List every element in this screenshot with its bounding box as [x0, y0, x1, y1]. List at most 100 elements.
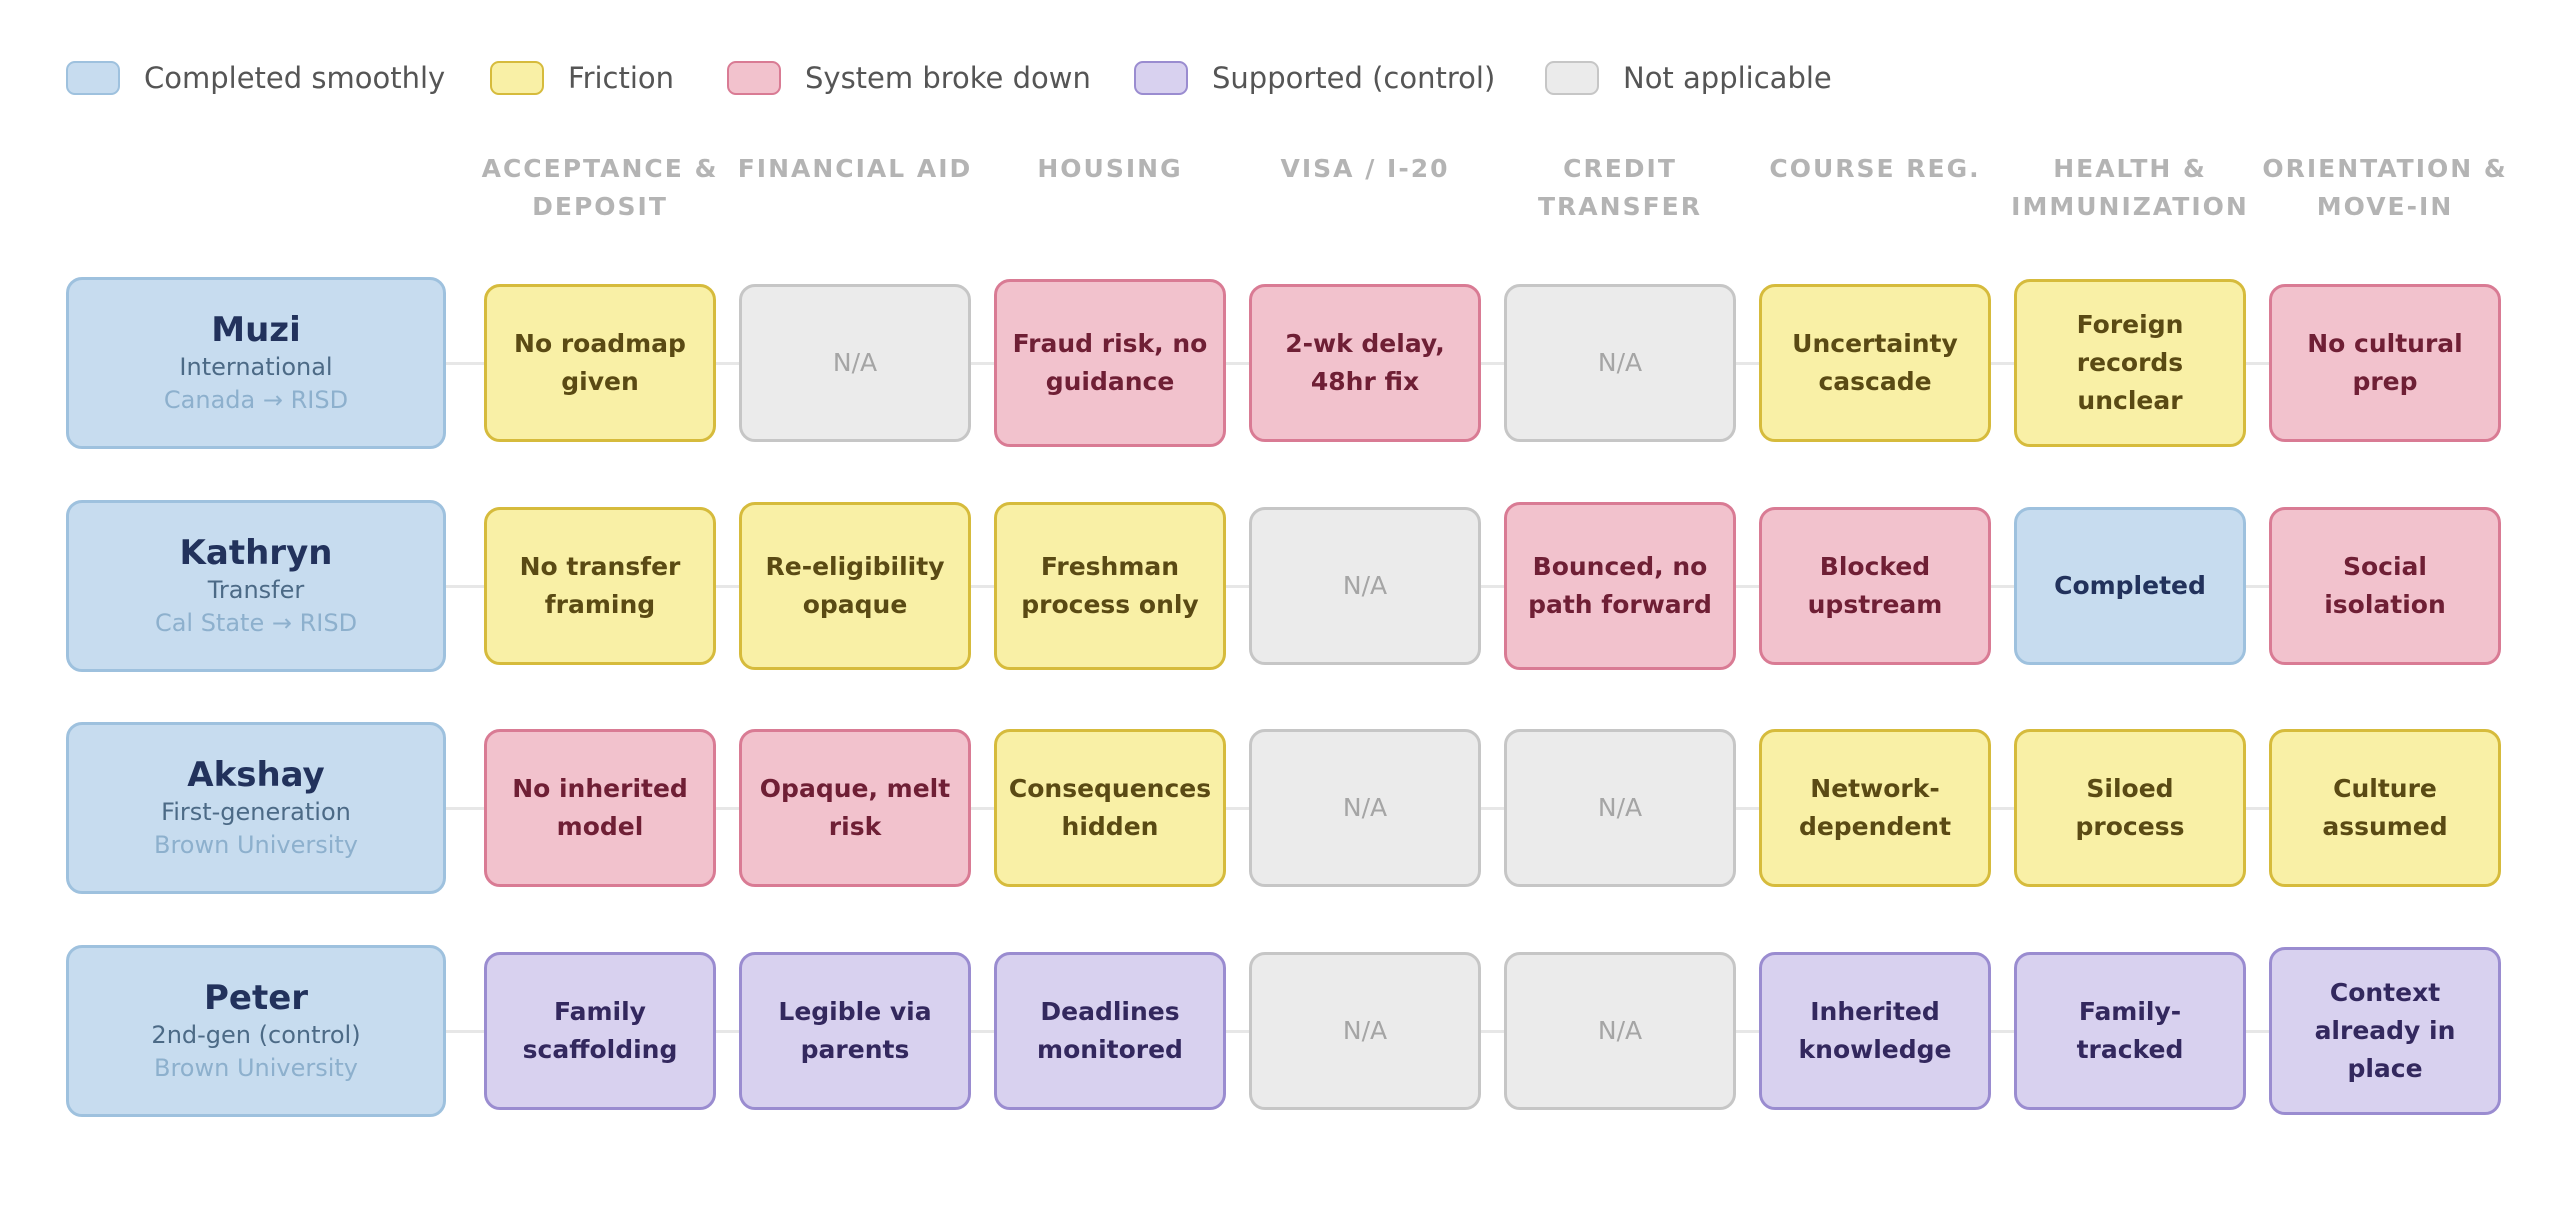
stage-cell-text: Opaque, melt risk	[759, 774, 951, 841]
student-type: International	[179, 353, 333, 381]
stage-cell-muzi-acceptance-deposit: No roadmap given	[484, 284, 716, 442]
stage-header-visa-i-20: VISA / I-20	[1280, 154, 1450, 183]
stage-header-housing: HOUSING	[1037, 154, 1183, 183]
student-name: Peter	[203, 978, 309, 1018]
stage-cell-kathryn-orientation-move-in: Social isolation	[2269, 507, 2501, 665]
stage-cell-text: N/A	[1597, 793, 1643, 822]
legend-label: Completed smoothly	[144, 61, 446, 95]
stage-cell-kathryn-financial-aid: Re-eligibility opaque	[739, 502, 971, 670]
student-school: Canada → RISD	[163, 386, 349, 414]
student-card-peter: Peter 2nd-gen (control) Brown University	[66, 945, 446, 1117]
stage-cell-text: Uncertainty cascade	[1792, 329, 1958, 396]
stage-cell-peter-financial-aid: Legible via parents	[739, 952, 971, 1110]
stage-cell-text: Context already in place	[2314, 978, 2456, 1083]
legend-label: Supported (control)	[1212, 61, 1496, 95]
stage-header-health-immunization: HEALTH & IMMUNIZATION	[2011, 154, 2249, 221]
stage-cell-peter-acceptance-deposit: Family scaffolding	[484, 952, 716, 1110]
stage-cell-text: Consequences hidden	[1008, 774, 1212, 841]
stage-header-financial-aid: FINANCIAL AID	[737, 154, 973, 183]
stage-cell-kathryn-visa-i-20: N/A	[1249, 507, 1481, 665]
stage-cell-text: Social isolation	[2324, 552, 2446, 619]
stage-cell-text: Family-tracked	[2076, 997, 2184, 1064]
stage-header-course-reg: COURSE REG.	[1769, 154, 1981, 183]
student-school: Cal State → RISD	[154, 609, 358, 637]
legend-swatch-friction	[490, 61, 544, 95]
legend-swatch-broke	[727, 61, 781, 95]
stage-cell-muzi-housing: Fraud risk, no guidance	[994, 279, 1226, 447]
stage-cell-peter-visa-i-20: N/A	[1249, 952, 1481, 1110]
stage-cell-text: Bounced, no path forward	[1528, 552, 1712, 619]
legend-item-na: Not applicable	[1545, 58, 1832, 98]
legend-swatch-na	[1545, 61, 1599, 95]
stage-cell-text: Foreign records unclear	[2076, 310, 2184, 415]
student-card-kathryn: Kathryn Transfer Cal State → RISD	[66, 500, 446, 672]
legend-item-friction: Friction	[490, 58, 674, 98]
stage-cell-text: N/A	[1597, 348, 1643, 377]
stage-cell-kathryn-health-immunization: Completed	[2014, 507, 2246, 665]
stage-cell-text: Completed	[2054, 571, 2206, 600]
legend-label: Friction	[568, 61, 675, 95]
student-type: 2nd-gen (control)	[151, 1021, 361, 1049]
stage-cell-text: Deadlines monitored	[1037, 997, 1183, 1064]
stage-cell-text: No roadmap given	[514, 329, 686, 396]
stage-cell-akshay-orientation-move-in: Culture assumed	[2269, 729, 2501, 887]
stage-cell-muzi-orientation-move-in: No cultural prep	[2269, 284, 2501, 442]
stage-header-credit-transfer: CREDIT TRANSFER	[1538, 154, 1702, 221]
stage-cell-text: Siloed process	[2075, 774, 2185, 841]
stage-cell-akshay-credit-transfer: N/A	[1504, 729, 1736, 887]
stage-cell-akshay-financial-aid: Opaque, melt risk	[739, 729, 971, 887]
legend-swatch-support	[1134, 61, 1188, 95]
stage-cell-text: Blocked upstream	[1807, 552, 1943, 619]
legend-item-broke: System broke down	[727, 58, 1091, 98]
student-card-muzi: Muzi International Canada → RISD	[66, 277, 446, 449]
stage-cell-muzi-health-immunization: Foreign records unclear	[2014, 279, 2246, 447]
stage-cell-text: N/A	[1342, 1016, 1388, 1045]
stage-cell-akshay-acceptance-deposit: No inherited model	[484, 729, 716, 887]
stage-cell-text: Legible via parents	[778, 997, 932, 1064]
student-name: Akshay	[187, 755, 325, 795]
student-school: Brown University	[153, 831, 359, 859]
student-name: Muzi	[211, 310, 301, 350]
stage-cell-muzi-course-reg: Uncertainty cascade	[1759, 284, 1991, 442]
stage-cell-kathryn-course-reg: Blocked upstream	[1759, 507, 1991, 665]
stage-cell-peter-course-reg: Inherited knowledge	[1759, 952, 1991, 1110]
stage-cell-text: No cultural prep	[2307, 329, 2463, 396]
stage-cell-muzi-credit-transfer: N/A	[1504, 284, 1736, 442]
legend-item-support: Supported (control)	[1134, 58, 1495, 98]
stage-cell-muzi-financial-aid: N/A	[739, 284, 971, 442]
stage-header-acceptance-deposit: ACCEPTANCE & DEPOSIT	[481, 154, 719, 221]
student-name: Kathryn	[179, 533, 333, 573]
legend-item-smooth: Completed smoothly	[66, 58, 445, 98]
stage-cell-text: Family scaffolding	[522, 997, 678, 1064]
stage-cell-text: Re-eligibility opaque	[765, 552, 945, 619]
stage-cell-peter-credit-transfer: N/A	[1504, 952, 1736, 1110]
student-school: Brown University	[153, 1054, 359, 1082]
student-type: Transfer	[207, 576, 305, 604]
stage-header-orientation-move-in: ORIENTATION & MOVE-IN	[2262, 154, 2508, 221]
stage-cell-text: N/A	[1342, 793, 1388, 822]
stage-cell-text: 2-wk delay, 48hr fix	[1285, 329, 1445, 396]
stage-cell-akshay-visa-i-20: N/A	[1249, 729, 1481, 887]
student-type: First-generation	[161, 798, 351, 826]
stage-cell-text: No transfer framing	[519, 552, 681, 619]
stage-cell-peter-housing: Deadlines monitored	[994, 952, 1226, 1110]
stage-cell-text: N/A	[832, 348, 878, 377]
legend-label: System broke down	[805, 61, 1091, 95]
stage-cell-text: No inherited model	[512, 774, 688, 841]
legend-swatch-smooth	[66, 61, 120, 95]
stage-cell-akshay-housing: Consequences hidden	[994, 729, 1226, 887]
stage-cell-kathryn-credit-transfer: Bounced, no path forward	[1504, 502, 1736, 670]
legend-label: Not applicable	[1623, 61, 1832, 95]
stage-cell-text: Inherited knowledge	[1798, 997, 1952, 1064]
stage-cell-akshay-health-immunization: Siloed process	[2014, 729, 2246, 887]
stage-cell-text: Freshman process only	[1021, 552, 1199, 619]
stage-cell-akshay-course-reg: Network-dependent	[1759, 729, 1991, 887]
stage-cell-kathryn-housing: Freshman process only	[994, 502, 1226, 670]
stage-cell-text: Fraud risk, no guidance	[1012, 329, 1208, 396]
stage-cell-muzi-visa-i-20: 2-wk delay, 48hr fix	[1249, 284, 1481, 442]
stage-cell-peter-orientation-move-in: Context already in place	[2269, 947, 2501, 1115]
stage-cell-kathryn-acceptance-deposit: No transfer framing	[484, 507, 716, 665]
stage-cell-text: N/A	[1597, 1016, 1643, 1045]
stage-cell-text: N/A	[1342, 571, 1388, 600]
stage-cell-peter-health-immunization: Family-tracked	[2014, 952, 2246, 1110]
